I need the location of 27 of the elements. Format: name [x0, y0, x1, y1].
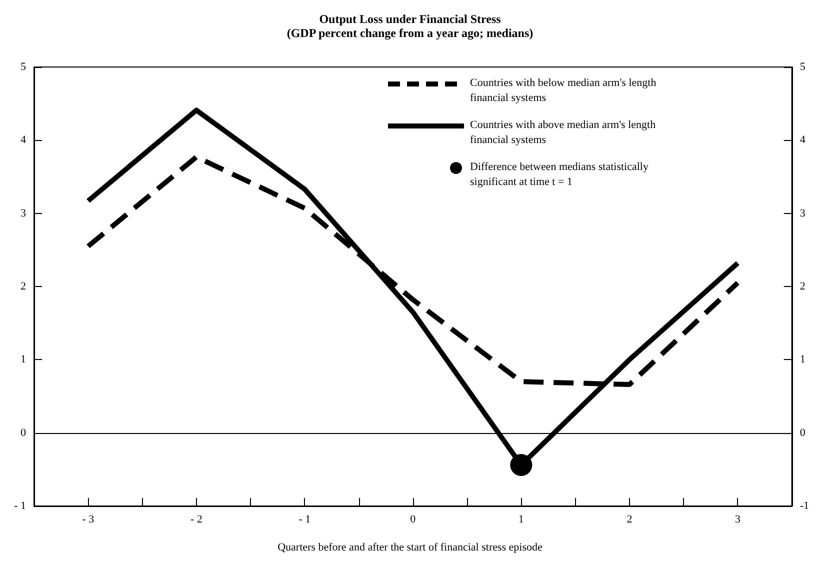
- y-tick-label: - 1: [14, 500, 26, 512]
- y-tick-label: 1: [20, 354, 26, 366]
- y-tick-label: 3: [20, 207, 26, 220]
- y2-tick-label: 4: [800, 134, 806, 146]
- x-tick-label: 0: [410, 514, 416, 526]
- y-tick-label: 5: [20, 61, 26, 73]
- x-tick-label: - 3: [82, 514, 95, 526]
- y-tick-label: 2: [20, 280, 26, 292]
- y2-tick-label: 3: [800, 207, 806, 220]
- y2-tick-label: 5: [800, 61, 806, 73]
- y2-tick-label: -1: [800, 500, 810, 512]
- x-tick-label: 1: [518, 514, 524, 526]
- y2-tick-label: 1: [800, 354, 806, 366]
- chart-subtitle: (GDP percent change from a year ago; medians): [286, 26, 534, 40]
- chart-title: Output Loss under Financial Stress: [319, 12, 502, 26]
- y2-tick-label: 2: [800, 280, 806, 292]
- legend-label: Countries with above median arm's length financial systems: [470, 118, 657, 148]
- x-tick-label: - 2: [190, 514, 202, 526]
- legend-label: Difference between medians statistically significant at time t = 1: [470, 160, 650, 190]
- legend-label: Countries with below median arm's length financial systems: [470, 76, 658, 106]
- x-axis-title: Quarters before and after the start of financial stress episode: [278, 542, 543, 554]
- x-tick-label: 3: [734, 514, 741, 526]
- y-tick-label: 0: [20, 426, 26, 439]
- y-tick-label: 4: [20, 134, 26, 146]
- x-tick-label: 2: [626, 514, 632, 526]
- x-tick-label: - 1: [298, 514, 311, 526]
- y2-tick-label: 0: [800, 426, 806, 439]
